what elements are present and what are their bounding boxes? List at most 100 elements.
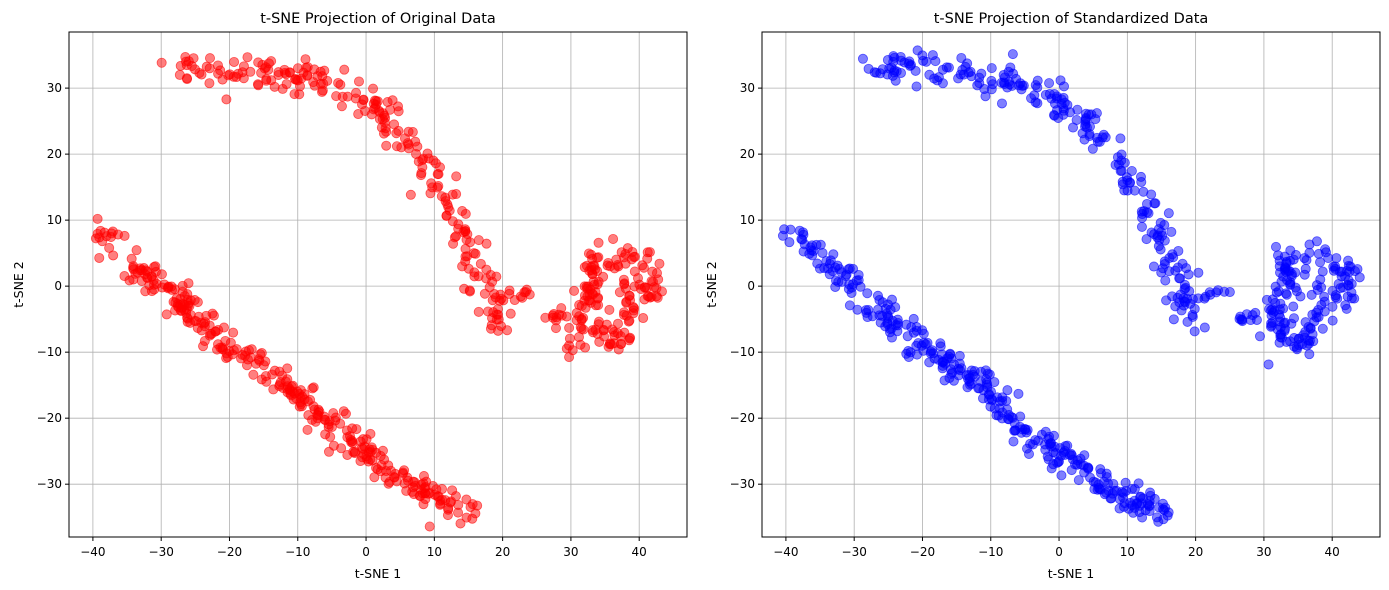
scatter-point [430, 158, 441, 169]
scatter-point [295, 392, 306, 403]
scatter-point [447, 485, 458, 496]
scatter-point [640, 282, 651, 293]
scatter-point [242, 52, 253, 63]
scatter-point [903, 346, 914, 357]
scatter-point [1299, 253, 1310, 264]
scatter-point [917, 325, 928, 336]
scatter-point [975, 366, 986, 377]
scatter-point [1179, 279, 1190, 290]
scatter-point [1288, 301, 1299, 312]
scatter-point [1319, 291, 1330, 302]
scatter-point [1266, 305, 1277, 316]
scatter-point [984, 389, 995, 400]
scatter-point [1193, 267, 1204, 278]
scatter-point [204, 63, 215, 74]
scatter-point [574, 300, 585, 311]
scatter-point [139, 269, 150, 280]
scatter-point [365, 428, 376, 439]
scatter-point [242, 354, 253, 365]
x-tick-label: 10 [427, 545, 442, 559]
scatter-point [1022, 443, 1033, 454]
scatter-point [979, 84, 990, 95]
scatter-point [844, 300, 855, 311]
scatter-point [1136, 221, 1147, 232]
scatter-point [92, 213, 103, 224]
x-tick-label: 40 [1325, 545, 1340, 559]
scatter-point [1168, 314, 1179, 325]
x-tick-label: 0 [362, 545, 370, 559]
x-tick-label: 40 [632, 545, 647, 559]
scatter-point [281, 79, 292, 90]
scatter-point [540, 312, 551, 323]
scatter-point [505, 308, 516, 319]
scatter-point [1281, 258, 1292, 269]
scatter-point [1187, 310, 1198, 321]
scatter-point [1271, 241, 1282, 252]
scatter-point [1136, 176, 1147, 187]
scatter-point [576, 315, 587, 326]
scatter-point [292, 63, 303, 74]
scatter-point [1304, 349, 1315, 360]
scatter-point [569, 285, 580, 296]
x-tick-label: −30 [149, 545, 174, 559]
scatter-point [305, 394, 316, 405]
y-tick-label: −20 [730, 411, 755, 425]
scatter-point [1316, 299, 1327, 310]
scatter-point [391, 141, 402, 152]
scatter-point [594, 336, 605, 347]
scatter-points [90, 52, 667, 532]
scatter-point [986, 75, 997, 86]
scatter-point [156, 269, 167, 280]
x-axis-label: t-SNE 1 [355, 566, 402, 581]
scatter-point [911, 81, 922, 92]
scatter-point [811, 239, 822, 250]
scatter-point [294, 89, 305, 100]
scatter-point [1177, 258, 1188, 269]
scatter-point [1189, 326, 1200, 337]
scatter-point [882, 318, 893, 329]
scatter-point [460, 256, 471, 267]
scatter-point [177, 286, 188, 297]
scatter-point [1305, 323, 1316, 334]
scatter-point [455, 518, 466, 529]
scatter-point [912, 45, 923, 56]
scatter-point [1080, 121, 1091, 132]
scatter-point [183, 278, 194, 289]
scatter-point [302, 424, 313, 435]
scatter-point [342, 91, 353, 102]
scatter-point [1163, 208, 1174, 219]
scatter-point [807, 250, 818, 261]
scatter-point [1315, 257, 1326, 268]
y-tick-label: 20 [740, 147, 755, 161]
scatter-point [1062, 440, 1073, 451]
y-axis: −30 −20 −10 0 10 20 30 [730, 81, 762, 491]
scatter-point [1338, 282, 1349, 293]
chart-title: t-SNE Projection of Standardized Data [934, 11, 1209, 27]
scatter-point [481, 264, 492, 275]
scatter-point [1021, 427, 1032, 438]
scatter-point [887, 70, 898, 81]
scatter-point [259, 63, 270, 74]
scatter-point [906, 322, 917, 333]
scatter-point [481, 273, 492, 284]
y-axis-label: t-SNE 2 [11, 261, 26, 308]
scatter-point [312, 410, 323, 421]
scatter-point [1026, 93, 1037, 104]
scatter-point [359, 441, 370, 452]
scatter-point [416, 170, 427, 181]
scatter-point [124, 275, 135, 286]
scatter-point [1091, 108, 1102, 119]
scatter-point [1183, 269, 1194, 280]
y-tick-label: −30 [730, 477, 755, 491]
scatter-point [604, 339, 615, 350]
x-tick-label: −30 [842, 545, 867, 559]
scatter-point [1049, 110, 1060, 121]
scatter-point [1286, 318, 1297, 329]
scatter-point [172, 301, 183, 312]
scatter-point [893, 318, 904, 329]
scatter-point [108, 250, 119, 261]
scatter-point [360, 105, 371, 116]
scatter-point [353, 76, 364, 87]
scatter-point [517, 292, 528, 303]
scatter-point [1290, 282, 1301, 293]
